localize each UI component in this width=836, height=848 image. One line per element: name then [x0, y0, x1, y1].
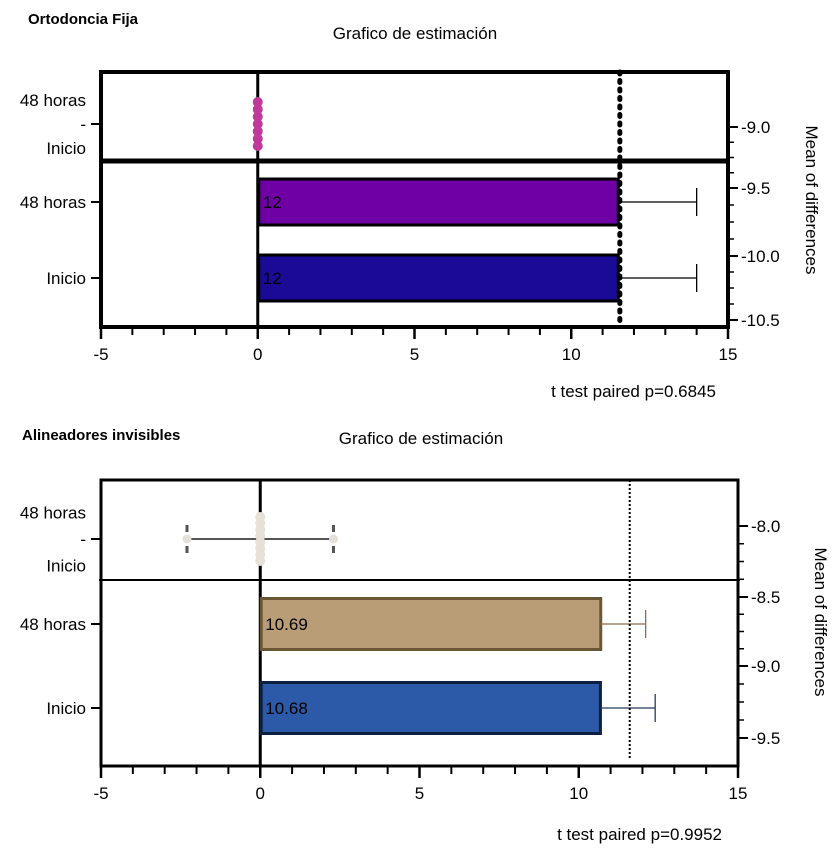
category-label: Inicio — [46, 269, 86, 288]
right-axis-label: Mean of differences — [802, 126, 821, 275]
difference-end-point — [182, 534, 192, 544]
right-tick-label: -8.0 — [751, 517, 780, 536]
category-label: - — [80, 530, 86, 549]
category-label: 48 horas — [20, 91, 86, 110]
category-label: Inicio — [46, 556, 86, 575]
right-tick-label: -10.5 — [741, 311, 780, 330]
chart-title: Grafico de estimación — [333, 24, 497, 43]
difference-point — [252, 126, 263, 137]
right-tick-label: -9.0 — [741, 118, 770, 137]
bar-data-label: 10.69 — [265, 615, 308, 634]
category-label: 48 horas — [20, 615, 86, 634]
x-tick-label: 10 — [569, 784, 588, 803]
difference-point — [252, 104, 263, 115]
category-label: Inicio — [46, 139, 86, 158]
x-tick-label: 15 — [719, 345, 738, 364]
right-tick-label: -9.0 — [751, 657, 780, 676]
x-tick-label: 5 — [410, 345, 419, 364]
difference-point — [252, 97, 263, 107]
category-label: 48 horas — [20, 504, 86, 523]
category-label: Inicio — [46, 699, 86, 718]
bar — [259, 597, 603, 651]
x-tick-label: -5 — [93, 345, 108, 364]
bar — [257, 177, 620, 227]
bar-data-label: 10.68 — [265, 699, 308, 718]
chart-title: Grafico de estimación — [339, 429, 503, 448]
bar-data-label: 12 — [263, 193, 282, 212]
test-note: t test paired p=0.9952 — [557, 825, 722, 844]
category-label: 48 horas — [20, 193, 86, 212]
difference-point — [252, 119, 263, 129]
difference-point — [255, 556, 266, 566]
bar — [257, 253, 620, 303]
right-axis-label: Mean of differences — [811, 548, 830, 697]
bar-data-label: 12 — [263, 269, 282, 288]
right-tick-label: -9.5 — [741, 179, 770, 198]
difference-point — [252, 133, 263, 144]
x-tick-label: 15 — [729, 784, 748, 803]
category-label: - — [80, 115, 86, 134]
chart-heading: Alineadores invisibles — [22, 427, 180, 444]
x-tick-label: 10 — [562, 345, 581, 364]
x-tick-label: 0 — [253, 345, 262, 364]
right-tick-label: -8.5 — [751, 588, 780, 607]
chart-heading: Ortodoncia Fija — [28, 11, 139, 28]
x-tick-label: 5 — [415, 784, 424, 803]
difference-point — [252, 141, 263, 151]
test-note: t test paired p=0.6845 — [551, 382, 716, 401]
difference-end-point — [329, 534, 339, 544]
bar — [259, 681, 602, 735]
x-tick-label: 0 — [256, 784, 265, 803]
difference-point — [252, 111, 263, 122]
right-tick-label: -10.0 — [741, 247, 780, 266]
x-tick-label: -5 — [93, 784, 108, 803]
right-tick-label: -9.5 — [751, 729, 780, 748]
